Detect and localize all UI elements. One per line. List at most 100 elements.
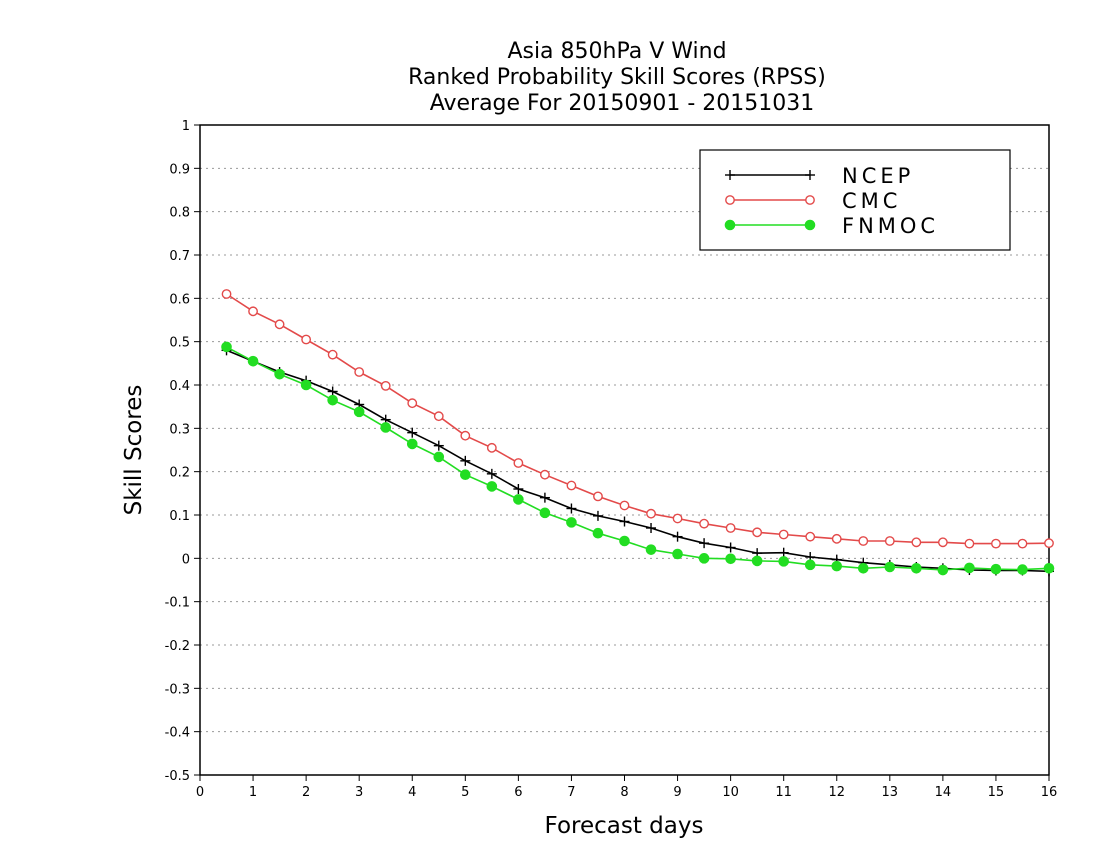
data-point-cmc [752,527,763,538]
data-point-cmc [380,380,391,391]
y-tick-label: -0.2 [165,639,190,654]
x-tick-label: 14 [935,785,952,800]
data-point-fnmoc [937,564,949,576]
data-point-fnmoc [911,563,922,574]
data-point-fnmoc [221,341,232,353]
chart-title-line-3: Average For 20150901 - 20151031 [430,91,815,116]
legend-marker-fnmoc [804,219,816,231]
y-tick-label: 0.4 [169,379,190,394]
data-point-cmc [486,442,497,453]
y-tick-label: -0.1 [165,596,190,611]
data-point-cmc [778,529,789,540]
legend-marker-ncep [725,170,735,180]
series-line-ncep [226,349,1050,573]
x-tick-label: 10 [722,785,739,800]
data-point-cmc [646,508,656,519]
y-tick-label: 0.7 [169,249,190,264]
y-tick-label: 0.5 [169,336,190,351]
y-tick-label: -0.4 [165,726,190,741]
data-point-cmc [911,537,922,548]
series-line-fnmoc [226,346,1050,571]
data-point-fnmoc [513,494,524,505]
data-point-fnmoc [1017,564,1028,575]
data-point-ncep [619,516,630,527]
data-point-ncep [327,386,338,397]
x-axis-title: Forecast days [545,813,704,839]
y-tick-label: 0 [182,552,190,567]
legend-label-cmc: CMC [842,189,901,213]
data-point-cmc [619,500,630,511]
data-point-cmc [407,398,418,409]
chart-title-line-2: Ranked Probability Skill Scores (RPSS) [408,65,826,90]
series-cmc [221,289,1054,549]
data-point-fnmoc [353,406,365,418]
data-point-cmc [301,334,312,345]
data-point-cmc [805,531,816,542]
y-axis-title: Skill Scores [121,385,147,516]
data-point-fnmoc [672,548,683,560]
data-point-fnmoc [327,394,338,406]
data-point-fnmoc [539,507,551,519]
data-point-ncep [513,484,524,494]
data-point-cmc [593,491,603,502]
x-tick-label: 2 [302,785,310,800]
data-point-fnmoc [433,451,445,463]
data-point-cmc [831,533,842,544]
data-point-cmc [566,480,577,491]
legend-item-ncep: NCEP [725,164,914,188]
x-tick-label: 12 [828,785,845,800]
data-point-ncep [725,542,736,553]
legend-box [699,149,1011,251]
y-tick-label: 1 [182,119,190,134]
data-point-fnmoc [247,355,259,367]
data-point-fnmoc [698,553,710,564]
data-point-cmc [884,536,895,546]
data-point-fnmoc [831,560,843,572]
grid-layer [200,167,1049,733]
data-point-ncep [433,440,444,451]
data-point-fnmoc [964,562,975,574]
data-point-cmc [725,523,736,533]
data-point-cmc [937,537,948,548]
data-point-ncep [672,531,683,542]
x-tick-label: 8 [620,785,628,800]
x-tick-label: 1 [249,785,257,800]
data-point-ncep [407,427,418,438]
x-tick-label: 5 [461,785,469,800]
series-layer [221,289,1055,577]
data-point-ncep [566,503,577,514]
data-point-cmc [964,538,975,549]
data-point-fnmoc [619,535,630,547]
data-point-cmc [433,411,444,422]
axis-ticks: -0.5 -0.4 -0.3 -0.2 -0.1 0 0.1 0.2 0.3 0.4 0.5 0.6 0… [165,119,1058,800]
data-point-fnmoc [990,563,1002,575]
chart-title-line-1: Asia 850hPa V Wind [507,39,726,64]
data-point-fnmoc [1043,563,1055,574]
data-point-ncep [778,547,789,558]
x-tick-label: 0 [196,785,204,800]
data-point-cmc [991,538,1001,549]
legend-item-cmc: CMC [725,189,901,213]
data-point-fnmoc [778,556,789,567]
x-tick-label: 9 [673,785,681,800]
data-point-fnmoc [804,559,816,571]
data-point-cmc [248,306,258,317]
legend-label-ncep: NCEP [842,164,914,188]
legend-marker-cmc [805,195,815,205]
series-line-cmc [226,293,1050,545]
data-point-fnmoc [460,469,471,481]
data-point-fnmoc [566,517,577,528]
data-point-fnmoc [300,379,312,391]
y-tick-label: 0.6 [169,292,190,307]
y-tick-label: -0.5 [165,769,190,784]
data-point-fnmoc [406,438,418,450]
x-tick-label: 15 [988,785,1005,800]
x-tick-label: 3 [355,785,363,800]
data-point-cmc [699,518,709,529]
y-tick-label: 0.1 [169,509,190,524]
legend-marker-ncep [805,170,815,180]
data-point-ncep [539,492,550,503]
data-point-cmc [672,513,683,524]
